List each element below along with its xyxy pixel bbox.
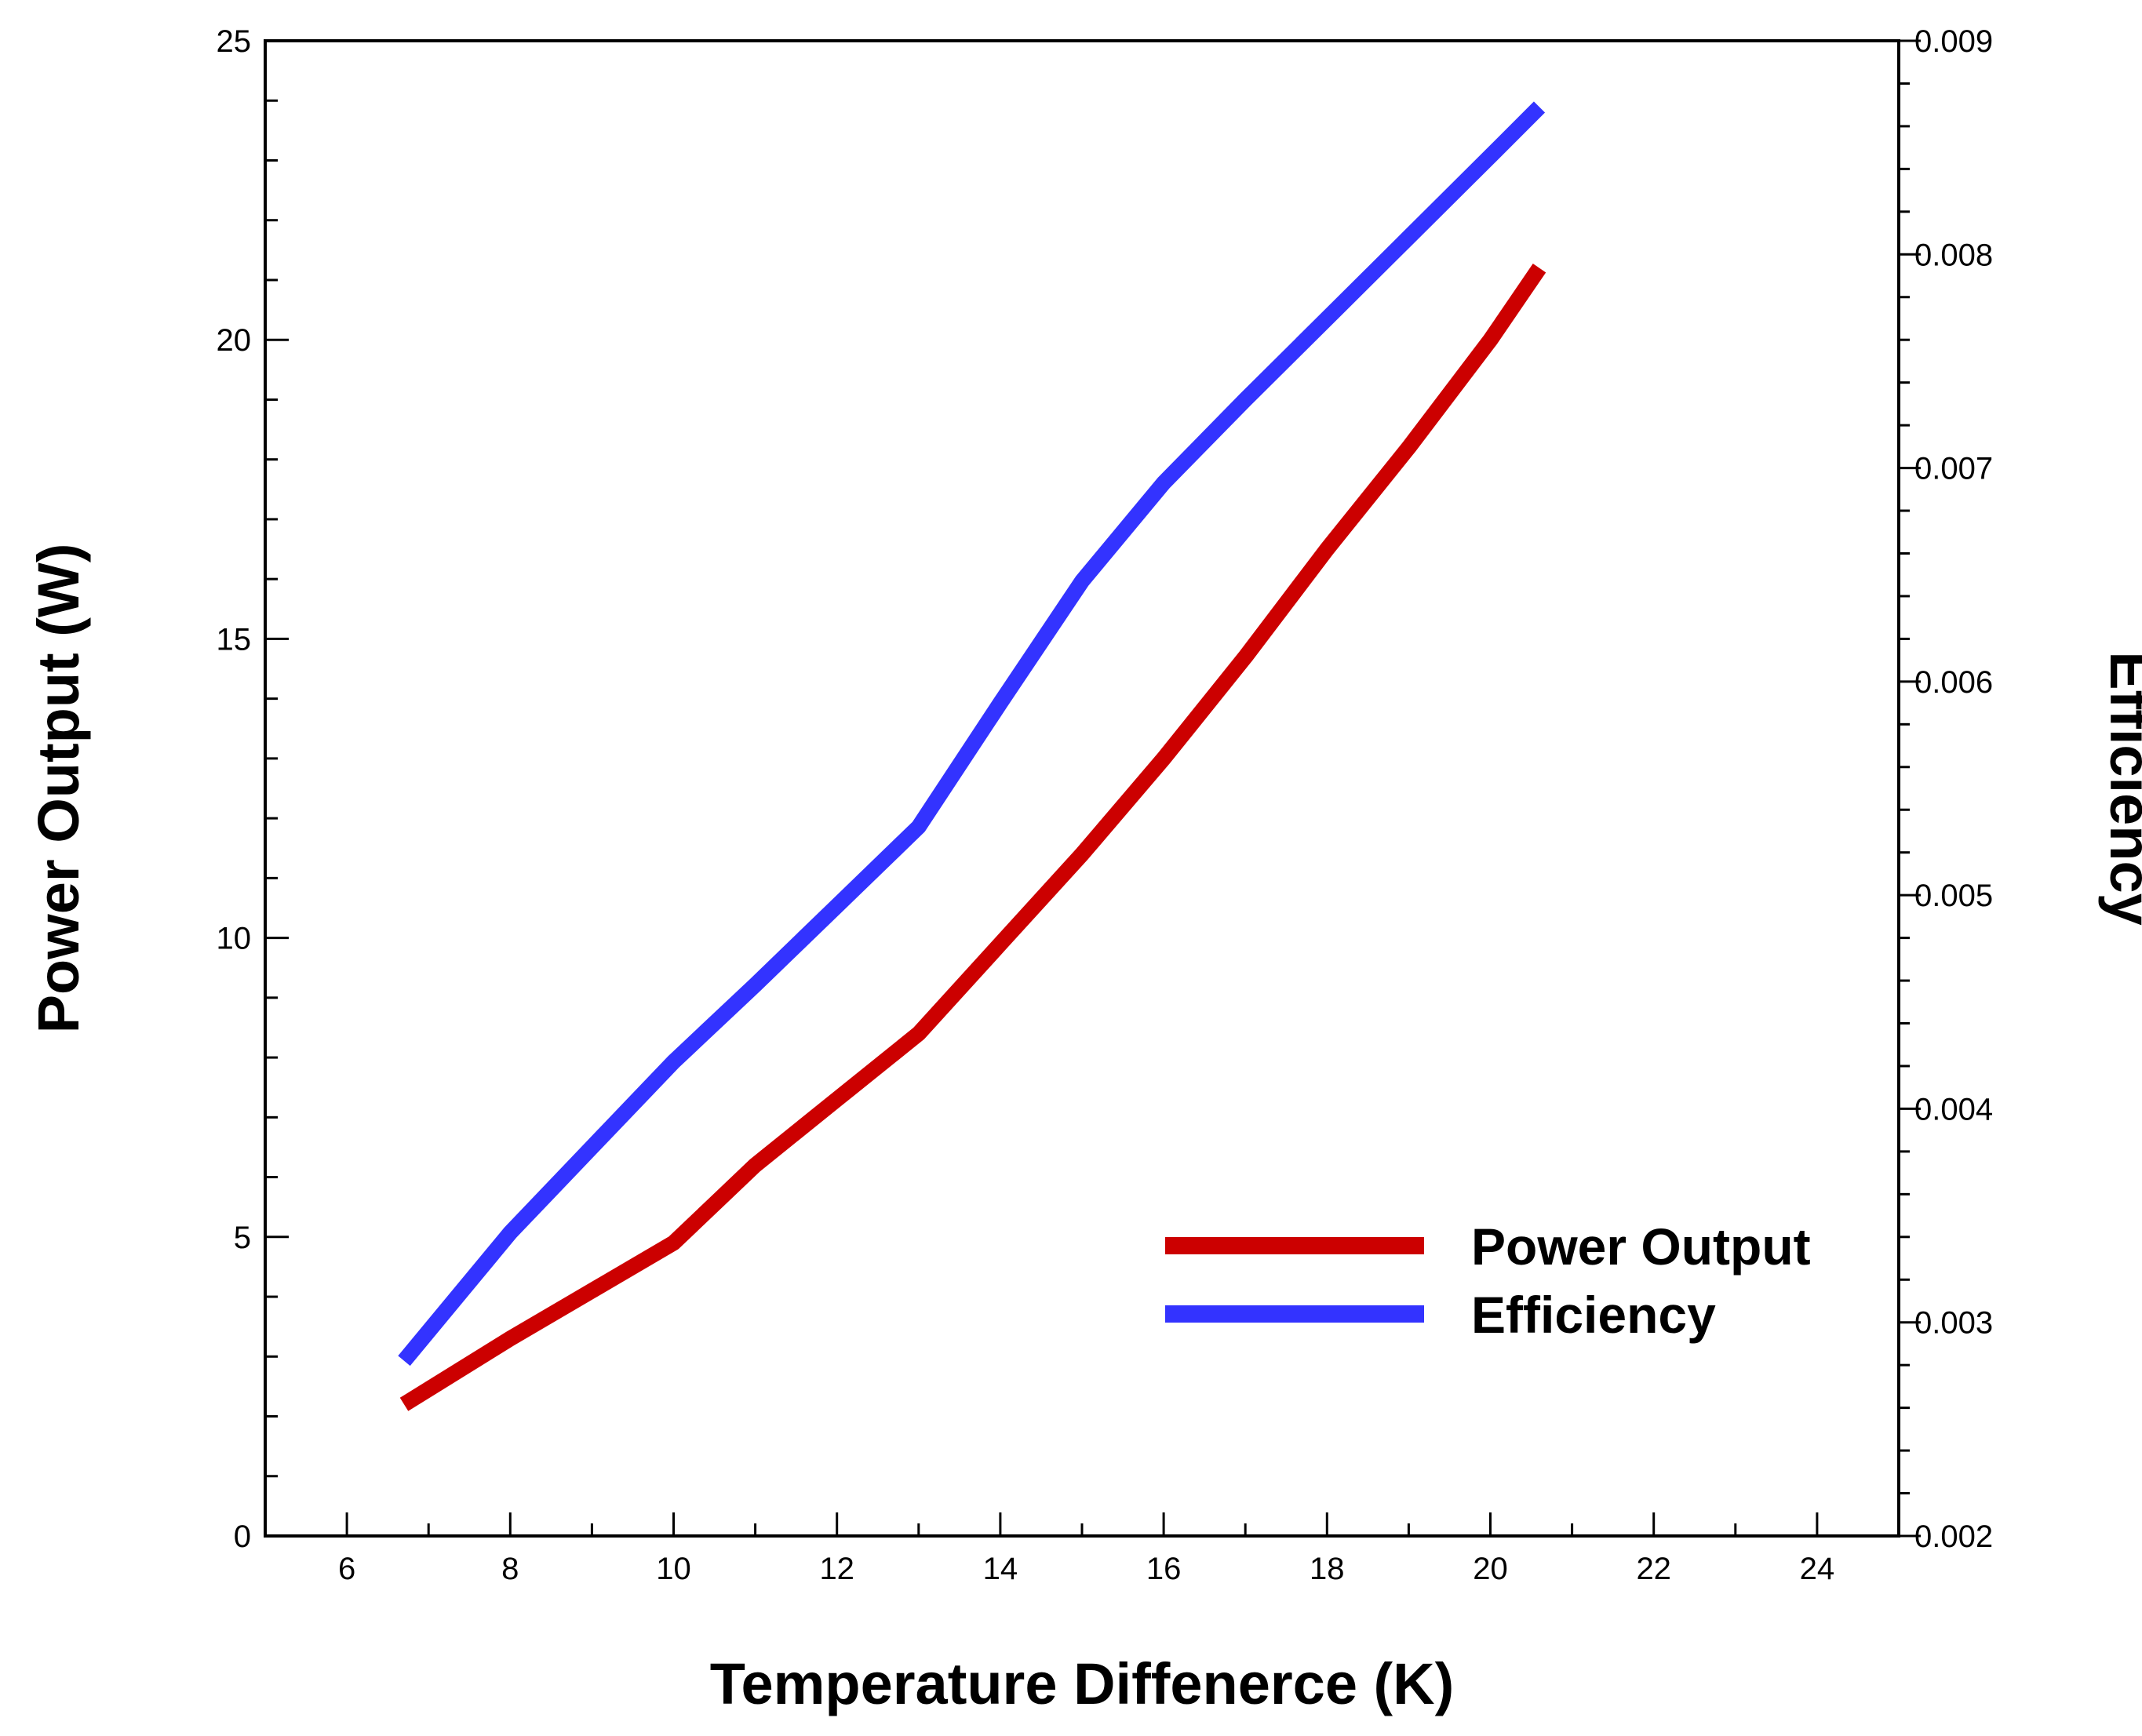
y-right-tick-label: 0.005: [1914, 879, 1993, 913]
y-left-tick-label: 20: [217, 323, 252, 358]
x-tick-label: 22: [1636, 1552, 1671, 1586]
axis-ticks: [265, 39, 1921, 1538]
x-tick-label: 6: [338, 1552, 355, 1586]
x-tick-label: 10: [656, 1552, 691, 1586]
x-tick-label: 14: [983, 1552, 1018, 1586]
y-left-tick-label: 15: [217, 622, 252, 657]
series-line-efficiency: [398, 101, 1546, 1367]
tick-labels: 6 8 10 12 14 16 18 20 22 24 0 5 10 15 20 25 0.002 0.003 0.…: [217, 24, 1994, 1586]
y-right-tick-label: 0.007: [1914, 452, 1993, 486]
x-tick-label: 16: [1146, 1552, 1182, 1586]
y-axis-right-title: Efficiency: [2098, 651, 2142, 926]
series-layer: [398, 101, 1546, 1411]
y-right-tick-label: 0.004: [1914, 1092, 1993, 1126]
x-tick-label: 18: [1310, 1552, 1345, 1586]
x-tick-label: 24: [1800, 1552, 1835, 1586]
y-right-tick-label: 0.003: [1914, 1306, 1993, 1341]
legend: Power Output Efficiency: [1165, 1217, 1811, 1344]
y-right-tick-label: 0.008: [1914, 238, 1993, 272]
y-right-tick-label: 0.002: [1914, 1519, 1993, 1554]
legend-label-efficiency: Efficiency: [1471, 1286, 1716, 1344]
y-right-tick-label: 0.006: [1914, 665, 1993, 700]
y-left-tick-label: 5: [234, 1221, 251, 1255]
x-tick-label: 8: [501, 1552, 519, 1586]
y-left-tick-label: 10: [217, 922, 252, 956]
x-tick-label: 20: [1473, 1552, 1508, 1586]
y-left-tick-label: 25: [217, 24, 252, 59]
y-right-tick-label: 0.009: [1914, 24, 1993, 59]
series-line-power-output: [399, 264, 1546, 1411]
y-axis-left-title: Power Output (W): [26, 544, 91, 1034]
x-tick-label: 12: [819, 1552, 854, 1586]
y-left-tick-label: 0: [234, 1519, 251, 1554]
x-axis-title: Temperature Diffenerce (K): [710, 1651, 1455, 1716]
legend-label-power: Power Output: [1471, 1217, 1811, 1276]
